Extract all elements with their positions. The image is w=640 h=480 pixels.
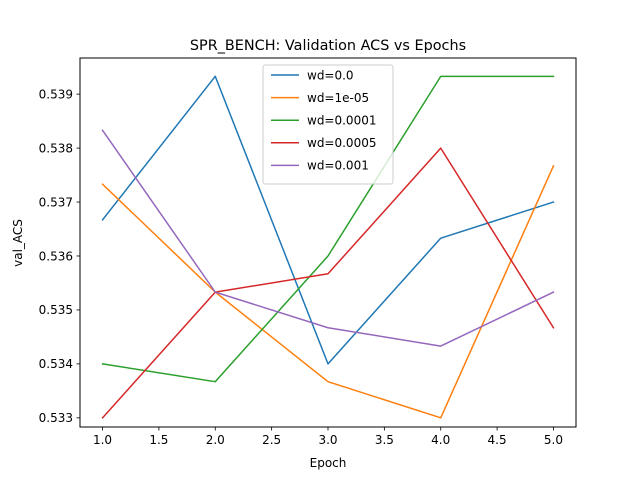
series-line-2 [101, 75, 555, 383]
x-tick-label: 4.5 [488, 433, 507, 447]
series-line-1 [101, 164, 555, 419]
axis-ticks: 1.0 1.5 2.0 2.5 3.0 3.5 4.0 4.5 5.0 0.533 0.534 0.5… [39, 87, 563, 447]
y-tick-label: 0.535 [39, 303, 73, 317]
legend-label: wd=0.0005 [307, 136, 376, 150]
y-tick-label: 0.538 [39, 141, 73, 155]
x-tick-label: 3.0 [318, 433, 337, 447]
x-tick-label: 5.0 [544, 433, 563, 447]
plot-area [101, 75, 555, 419]
x-tick-label: 2.0 [206, 433, 225, 447]
chart-title: SPR_BENCH: Validation ACS vs Epochs [190, 38, 466, 54]
legend: wd=0.0 wd=1e-05 wd=0.0001 wd=0.0005 wd=0.001 [262, 64, 394, 185]
y-tick-label: 0.539 [39, 87, 73, 101]
x-tick-label: 4.0 [431, 433, 450, 447]
legend-label: wd=0.0 [307, 68, 354, 82]
x-tick-label: 1.0 [93, 433, 112, 447]
x-tick-label: 1.5 [149, 433, 168, 447]
y-tick-label: 0.536 [39, 249, 73, 263]
series-line-0 [101, 75, 555, 365]
legend-label: wd=0.001 [307, 159, 369, 173]
legend-label: wd=0.0001 [307, 114, 376, 128]
x-tick-label: 3.5 [375, 433, 394, 447]
y-tick-label: 0.534 [39, 357, 73, 371]
legend-box [262, 64, 394, 185]
series-line-4 [101, 129, 555, 347]
x-axis-label: Epoch [310, 456, 347, 470]
y-tick-label: 0.533 [39, 411, 73, 425]
legend-label: wd=1e-05 [307, 91, 369, 105]
x-tick-label: 2.5 [262, 433, 281, 447]
series-line-3 [101, 147, 555, 419]
y-axis-label: val_ACS [11, 219, 25, 267]
y-tick-label: 0.537 [39, 195, 73, 209]
